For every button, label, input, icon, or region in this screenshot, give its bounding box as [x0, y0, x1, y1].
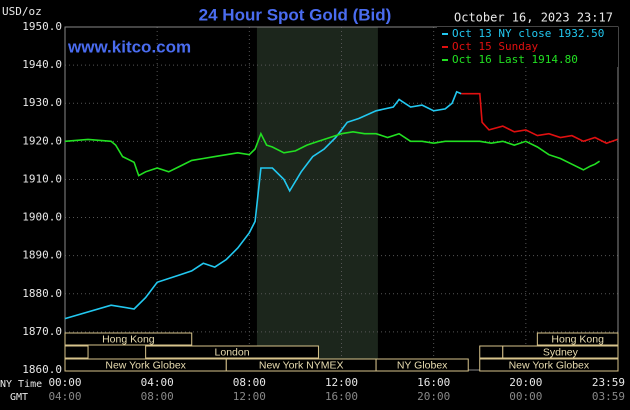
- session-label: Hong Kong: [102, 333, 155, 345]
- x-axis-label: NY Time: [0, 379, 42, 390]
- series-line: [64, 90, 462, 320]
- x2-tick-label: 12:00: [233, 390, 266, 403]
- session-label: Sydney: [543, 346, 579, 358]
- legend-label: Oct 15 Sunday: [452, 40, 538, 53]
- series-line: [64, 130, 601, 177]
- highlight-region: [256, 27, 378, 370]
- session-box: [502, 345, 619, 359]
- session-box: [479, 358, 619, 372]
- y-tick-label: 1860.0: [22, 363, 62, 376]
- y-tick-label: 1900.0: [22, 211, 62, 224]
- session-box: [536, 332, 619, 346]
- legend-label: Oct 16 Last 1914.80: [452, 53, 578, 66]
- legend-label: Oct 13 NY close 1932.50: [452, 27, 604, 40]
- session-label: New York Globex: [105, 359, 186, 371]
- session-label: Hong Kong: [551, 333, 604, 345]
- y-axis-label: USD/oz: [2, 5, 42, 18]
- x-tick-label: 00:00: [48, 376, 81, 389]
- chart-title: 24 Hour Spot Gold (Bid): [199, 5, 392, 24]
- x-tick-label: 16:00: [417, 376, 450, 389]
- session-label: NY Globex: [397, 359, 448, 371]
- x2-tick-label: 08:00: [141, 390, 174, 403]
- x2-tick-label: 03:59: [592, 390, 625, 403]
- session-box: [145, 345, 319, 359]
- y-tick-label: 1890.0: [22, 249, 62, 262]
- x2-tick-label: 16:00: [325, 390, 358, 403]
- x2-tick-label: 20:00: [417, 390, 450, 403]
- x-tick-label: 04:00: [141, 376, 174, 389]
- timestamp: October 16, 2023 23:17: [454, 11, 613, 25]
- session-box: [479, 345, 504, 359]
- y-tick-label: 1920.0: [22, 134, 62, 147]
- session-label: New York NYMEX: [259, 359, 344, 371]
- y-tick-label: 1950.0: [22, 20, 62, 33]
- x2-axis-label: GMT: [10, 392, 28, 403]
- session-box: [64, 332, 193, 346]
- series-line: [461, 92, 618, 145]
- x-tick-label: 12:00: [325, 376, 358, 389]
- y-tick-label: 1940.0: [22, 58, 62, 71]
- session-label: London: [215, 346, 250, 358]
- legend-box: [437, 27, 618, 67]
- y-tick-label: 1870.0: [22, 325, 62, 338]
- x-tick-label: 08:00: [233, 376, 266, 389]
- x-tick-label: 20:00: [509, 376, 542, 389]
- session-box: [375, 358, 469, 372]
- y-tick-label: 1880.0: [22, 287, 62, 300]
- x-tick-label: 23:59: [592, 376, 625, 389]
- session-label: New York Globex: [509, 359, 590, 371]
- x2-tick-label: 00:00: [509, 390, 542, 403]
- y-tick-label: 1930.0: [22, 96, 62, 109]
- y-tick-label: 1910.0: [22, 172, 62, 185]
- session-box: [64, 345, 89, 359]
- x2-tick-label: 04:00: [48, 390, 81, 403]
- source-label: www.kitco.com: [67, 37, 191, 56]
